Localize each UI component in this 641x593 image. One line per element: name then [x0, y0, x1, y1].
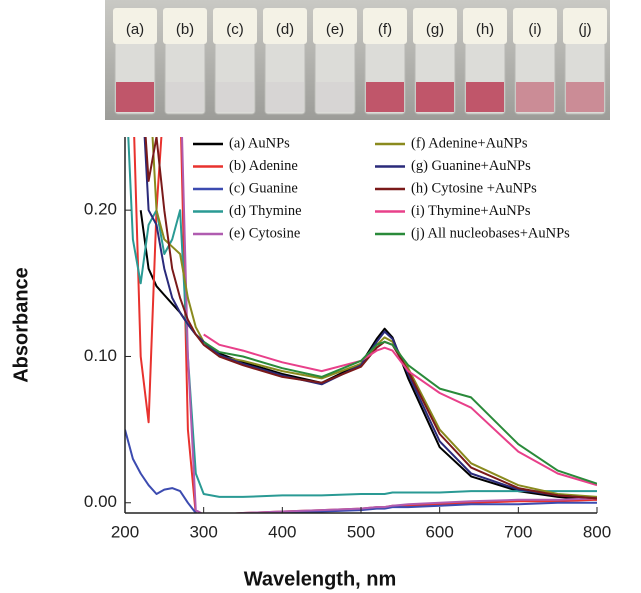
legend-label: (a) AuNPs [229, 135, 290, 151]
y-tick-label: 0.00 [84, 492, 117, 511]
x-tick-label: 300 [189, 522, 217, 541]
x-tick-label: 400 [268, 522, 296, 541]
x-tick-label: 700 [504, 522, 532, 541]
vial-label: (a) [126, 21, 144, 38]
vial-cap [113, 8, 157, 44]
vial-photo-group: (a) (b) (c) (d) (e) (f) (g) (h) (i) (j) [113, 8, 607, 115]
plot-area [125, 137, 597, 513]
vial-label: (g) [426, 21, 444, 38]
vial-label: (b) [176, 21, 194, 38]
x-axis-label: Wavelength, nm [244, 568, 397, 590]
x-tick-label: 200 [111, 522, 139, 541]
y-tick-label: 0.10 [84, 346, 117, 365]
x-tick-label: 500 [347, 522, 375, 541]
vial-liquid [166, 82, 204, 112]
legend-label: (b) Adenine [229, 158, 298, 174]
vial-liquid [316, 82, 354, 112]
vial-liquid [416, 82, 454, 112]
series-line [133, 137, 597, 513]
vial-liquid [266, 82, 304, 112]
vial-liquid [566, 82, 604, 112]
y-axis-label: Absorbance [10, 267, 32, 383]
series-line [127, 137, 597, 498]
legend-label: (h) Cytosine +AuNPs [411, 180, 537, 196]
series-line [144, 137, 597, 500]
vial-liquid [466, 82, 504, 112]
legend-label: (g) Guanine+AuNPs [411, 158, 531, 174]
series-line [151, 137, 597, 498]
series-line [139, 210, 597, 501]
series-line [203, 333, 597, 487]
vial-cap [413, 8, 457, 44]
vial-label: (f) [378, 21, 392, 38]
legend-label: (f) Adenine+AuNPs [411, 135, 528, 151]
y-tick-label: 0.20 [84, 200, 117, 219]
vial-label: (j) [578, 21, 591, 38]
vial-cap [363, 8, 407, 44]
vial-cap [463, 8, 507, 44]
vial-cap [213, 8, 257, 44]
legend-label: (d) Thymine [229, 203, 302, 219]
vial-cap [163, 8, 207, 44]
vial-cap [263, 8, 307, 44]
series-line [143, 137, 597, 500]
vial-liquid [116, 82, 154, 112]
series-line [203, 340, 597, 485]
vial-liquid [216, 82, 254, 112]
vial-label: (c) [226, 21, 244, 38]
x-tick-label: 800 [583, 522, 611, 541]
vial-cap [513, 8, 557, 44]
legend-label: (c) Guanine [229, 180, 298, 196]
vial-liquid [366, 82, 404, 112]
vial-label: (e) [326, 21, 344, 38]
vial-cap [563, 8, 607, 44]
x-tick-label: 600 [425, 522, 453, 541]
vial-label: (i) [528, 21, 541, 38]
series-line [125, 429, 597, 513]
vial-label: (d) [276, 21, 294, 38]
vial-cap [313, 8, 357, 44]
legend-label: (i) Thymine+AuNPs [411, 203, 531, 219]
vial-liquid [516, 82, 554, 112]
series-line [181, 137, 597, 513]
legend-label: (j) All nucleobases+AuNPs [411, 225, 570, 241]
legend-label: (e) Cytosine [229, 225, 300, 241]
vial-label: (h) [476, 21, 494, 38]
